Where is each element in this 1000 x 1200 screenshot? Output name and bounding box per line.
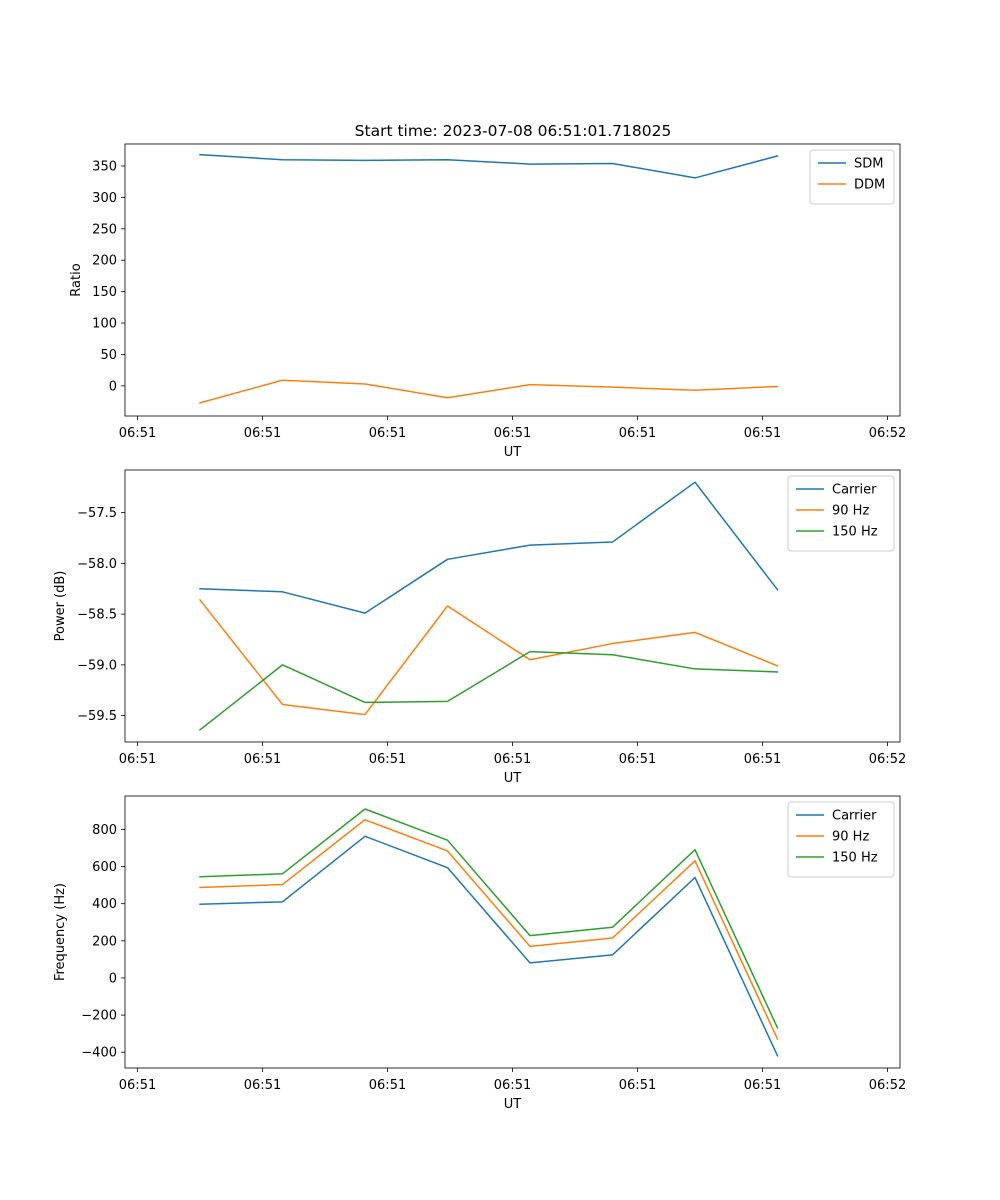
legend-entry: DDM <box>854 178 885 193</box>
x-tick-label: 06:51 <box>619 426 656 441</box>
x-tick-label: 06:51 <box>619 1078 656 1093</box>
series-line-carrier <box>199 481 779 614</box>
legend-entry: 150 Hz <box>832 851 878 866</box>
x-axis-label: UT <box>504 771 522 786</box>
legend-box <box>787 475 895 552</box>
x-tick-label: 06:51 <box>494 426 531 441</box>
y-axis-label: Frequency (Hz) <box>53 883 68 981</box>
y-ticks: 0 50 100 150 200 250 300 350 <box>92 159 125 394</box>
x-tick-label: 06:51 <box>744 1078 781 1093</box>
series-lines <box>198 481 779 731</box>
y-tick-label: 400 <box>92 897 117 912</box>
x-tick-label: 06:51 <box>494 1078 531 1093</box>
legend-entry: 90 Hz <box>832 830 869 845</box>
y-ticks: −400 −200 0 200 400 600 800 <box>81 823 125 1061</box>
series-line-carrier <box>199 835 779 1057</box>
series-line-150-hz <box>199 808 779 1029</box>
y-tick-label: 0 <box>109 971 117 986</box>
legend-entry: SDM <box>854 157 883 172</box>
chart-panel-3: 06:51 06:51 06:51 06:51 06:51 06:51 06:52−400−… <box>53 795 906 1112</box>
y-tick-label: −57.5 <box>77 506 117 521</box>
y-tick-label: 100 <box>92 317 117 332</box>
x-tick-label: 06:52 <box>869 1078 906 1093</box>
x-tick-label: 06:51 <box>744 426 781 441</box>
legend-entry: 90 Hz <box>832 504 869 519</box>
y-tick-label: 150 <box>92 285 117 300</box>
series-lines <box>199 153 779 404</box>
figure-title: Start time: 2023-07-08 06:51:01.718025 <box>355 122 672 140</box>
y-tick-label: −200 <box>81 1009 117 1024</box>
y-tick-label: −58.0 <box>77 557 117 572</box>
y-ticks: −59.5 −59.0 −58.5 −58.0 −57.5 <box>77 506 125 724</box>
chart-panel-1: 06:51 06:51 06:51 06:51 06:51 06:51 06:52 0 50 10… <box>69 143 906 460</box>
x-ticks: 06:51 06:51 06:51 06:51 06:51 06:51 06:52 <box>119 416 906 441</box>
legend-entry: 150 Hz <box>832 525 878 540</box>
y-tick-label: 350 <box>92 159 117 174</box>
x-tick-label: 06:51 <box>494 752 531 767</box>
panels: 06:51 06:51 06:51 06:51 06:51 06:51 06:52 0 50 10… <box>53 143 906 1112</box>
series-line-90-hz <box>199 819 779 1041</box>
y-tick-label: −400 <box>81 1046 117 1061</box>
series-lines <box>199 808 779 1057</box>
legend: SDM DDM <box>809 149 895 205</box>
y-tick-label: −59.0 <box>77 658 117 673</box>
x-tick-label: 06:51 <box>369 1078 406 1093</box>
legend: Carrier 90 Hz 150 Hz <box>787 475 895 552</box>
x-tick-label: 06:51 <box>119 426 156 441</box>
series-line-150-hz <box>198 650 779 731</box>
chart-panel-2: 06:51 06:51 06:51 06:51 06:51 06:51 06:52 −59.5… <box>53 469 906 786</box>
x-tick-label: 06:51 <box>244 426 281 441</box>
y-tick-label: −58.5 <box>77 608 117 623</box>
y-tick-label: 300 <box>92 191 117 206</box>
legend-entry: Carrier <box>832 809 877 824</box>
x-tick-label: 06:52 <box>869 426 906 441</box>
y-tick-label: 0 <box>109 379 117 394</box>
y-tick-label: 600 <box>92 860 117 875</box>
x-tick-label: 06:52 <box>869 752 906 767</box>
x-axis-label: UT <box>504 445 522 460</box>
x-tick-label: 06:51 <box>369 426 406 441</box>
x-tick-label: 06:51 <box>744 752 781 767</box>
x-tick-label: 06:51 <box>119 752 156 767</box>
y-tick-label: 200 <box>92 934 117 949</box>
x-tick-label: 06:51 <box>244 1078 281 1093</box>
x-ticks: 06:51 06:51 06:51 06:51 06:51 06:51 06:52 <box>119 742 906 767</box>
x-tick-label: 06:51 <box>244 752 281 767</box>
y-tick-label: 250 <box>92 222 117 237</box>
x-axis-label: UT <box>504 1097 522 1112</box>
y-tick-label: 50 <box>100 348 117 363</box>
x-tick-label: 06:51 <box>369 752 406 767</box>
series-line-sdm <box>199 153 779 179</box>
legend: Carrier 90 Hz 150 Hz <box>787 801 895 878</box>
y-tick-label: 200 <box>92 254 117 269</box>
y-axis-label: Power (dB) <box>53 571 68 642</box>
legend-entry: Carrier <box>832 483 877 498</box>
x-tick-label: 06:51 <box>119 1078 156 1093</box>
x-tick-label: 06:51 <box>619 752 656 767</box>
series-line-90-hz <box>198 598 779 716</box>
series-line-ddm <box>199 379 779 404</box>
y-tick-label: 800 <box>92 823 117 838</box>
y-tick-label: −59.5 <box>77 709 117 724</box>
y-axis-label: Ratio <box>69 263 84 296</box>
legend-box <box>787 801 895 878</box>
x-ticks: 06:51 06:51 06:51 06:51 06:51 06:51 06:52 <box>119 1068 906 1093</box>
